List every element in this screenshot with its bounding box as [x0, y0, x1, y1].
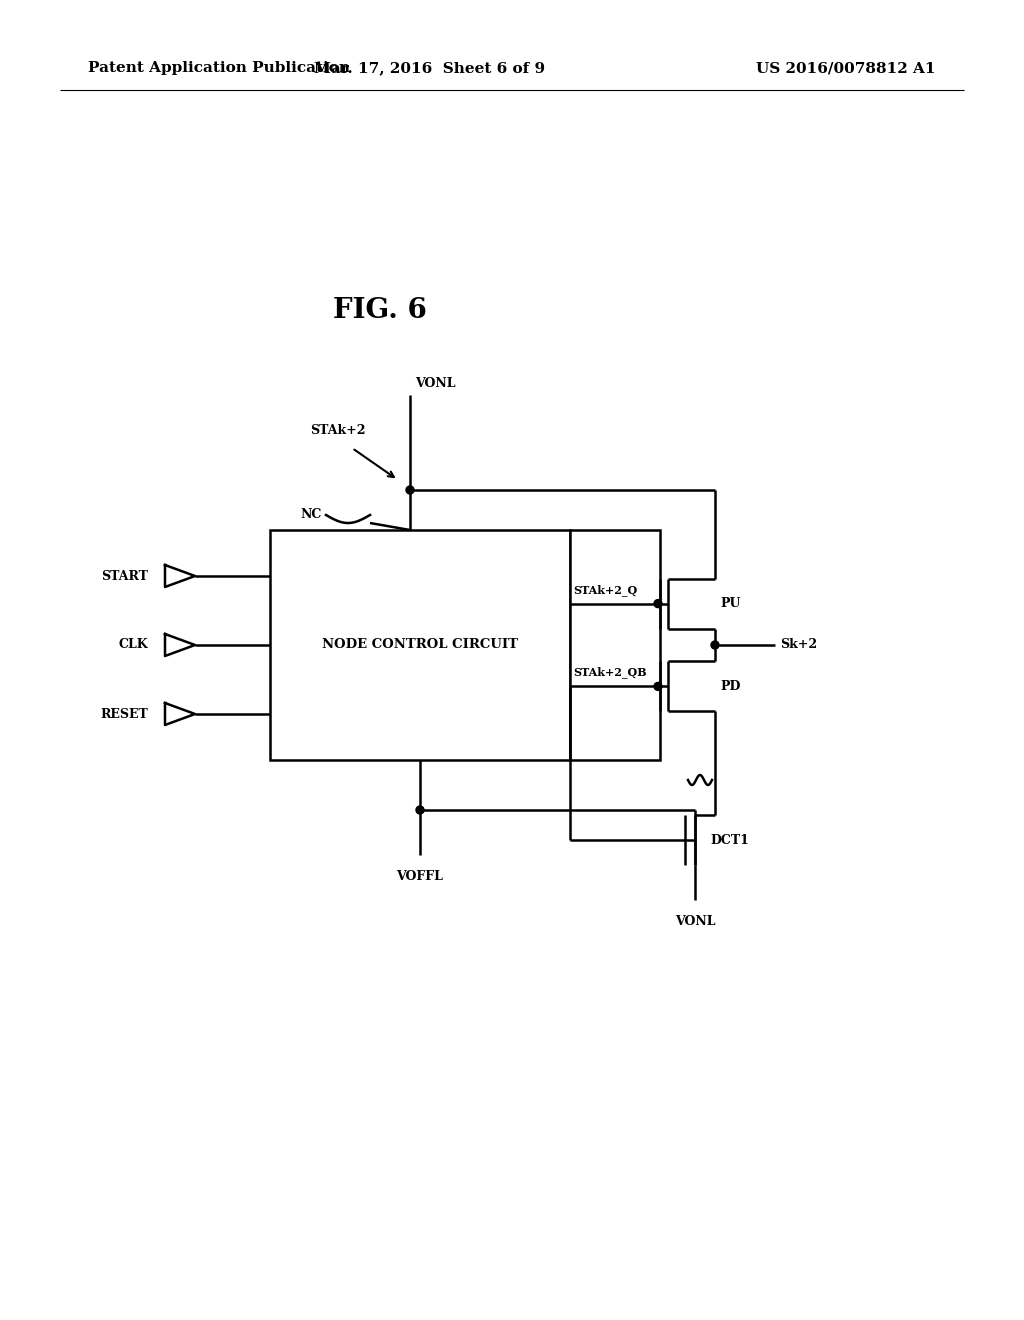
- Circle shape: [654, 599, 662, 607]
- Bar: [570, 531, 660, 760]
- Text: START: START: [101, 569, 148, 582]
- Text: VONL: VONL: [675, 915, 715, 928]
- Text: VOFFL: VOFFL: [396, 870, 443, 883]
- Text: STAk+2_QB: STAk+2_QB: [573, 667, 646, 678]
- Text: STAk+2: STAk+2: [310, 424, 366, 437]
- Text: Patent Application Publication: Patent Application Publication: [88, 61, 350, 75]
- Bar: [270, 531, 570, 760]
- Text: VONL: VONL: [415, 378, 456, 389]
- Circle shape: [406, 486, 414, 494]
- Text: US 2016/0078812 A1: US 2016/0078812 A1: [757, 61, 936, 75]
- Text: NC: NC: [301, 508, 322, 521]
- Text: DCT1: DCT1: [710, 833, 749, 846]
- Text: Mar. 17, 2016  Sheet 6 of 9: Mar. 17, 2016 Sheet 6 of 9: [314, 61, 546, 75]
- Text: RESET: RESET: [100, 708, 148, 721]
- Text: NODE CONTROL CIRCUIT: NODE CONTROL CIRCUIT: [322, 639, 518, 652]
- Circle shape: [416, 807, 424, 814]
- Text: Sk+2: Sk+2: [780, 639, 817, 652]
- Text: PU: PU: [720, 597, 740, 610]
- Text: STAk+2_Q: STAk+2_Q: [573, 583, 637, 595]
- Text: PD: PD: [720, 680, 740, 693]
- Text: CLK: CLK: [119, 639, 148, 652]
- Circle shape: [654, 682, 662, 690]
- Circle shape: [711, 642, 719, 649]
- Text: FIG. 6: FIG. 6: [333, 297, 427, 323]
